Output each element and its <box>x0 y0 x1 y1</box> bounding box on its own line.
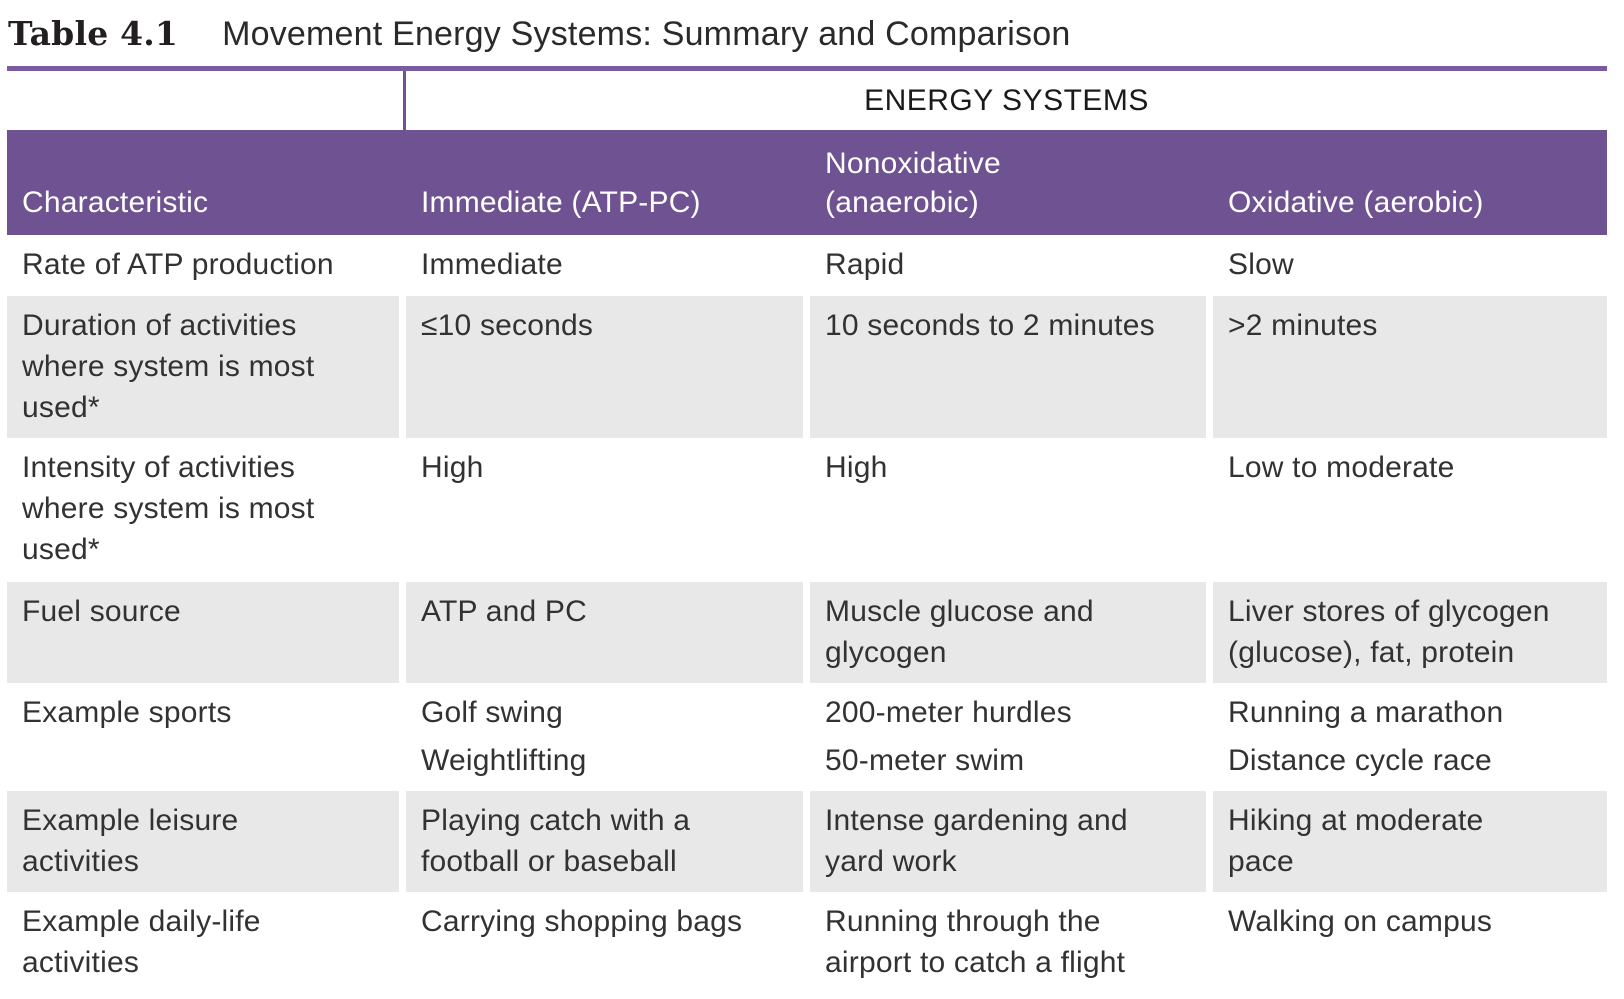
table-title: Table 4.1 Movement Energy Systems: Summa… <box>8 14 1070 54</box>
row-label-cell: Rate of ATP production <box>7 235 406 296</box>
group-header-label: ENERGY SYSTEMS <box>864 83 1149 117</box>
table-cell: Walking on campus <box>1228 905 1493 938</box>
table-cell: ≤10 seconds <box>406 296 810 438</box>
table-cell: Hiking at moderate pace <box>1213 791 1607 892</box>
table-row-rate-of-atp-production: Rate of ATP production Immediate Rapid S… <box>7 235 1607 296</box>
table-row-fuel-source: Fuel source ATP and PC Muscle glucose an… <box>7 582 1607 683</box>
row-label-cell: Intensity of activities where system is … <box>7 438 406 582</box>
top-rule <box>7 66 1607 71</box>
group-header-spacer <box>7 71 406 130</box>
table-row-example-sports: Example sports Golf swing Weightlifting 2… <box>7 683 1607 791</box>
table-cell: Liver stores of glycogen (glucose), fat,… <box>1213 582 1607 683</box>
row-label-cell: Example leisure activities <box>7 791 406 892</box>
table-row-example-leisure: Example leisure activities Playing catch… <box>7 791 1607 892</box>
table-cell: Low to moderate <box>1228 451 1455 484</box>
column-header-immediate: Immediate (ATP-PC) <box>421 186 701 219</box>
table-cell: ATP and PC <box>406 582 810 683</box>
table-cell: Muscle glucose and glycogen <box>810 582 1213 683</box>
column-header-row: Characteristic Immediate (ATP-PC) Nonoxi… <box>7 130 1607 235</box>
table-row-duration: Duration of activities where system is m… <box>7 296 1607 438</box>
table-cell: >2 minutes <box>1213 296 1607 438</box>
column-header-nonoxidative: Nonoxidative (anaerobic) <box>825 147 1001 219</box>
row-label-cell: Duration of activities where system is m… <box>7 296 406 438</box>
table-caption: Movement Energy Systems: Summary and Com… <box>222 15 1071 53</box>
table-row-example-daily-life: Example daily-life activities Carrying s… <box>7 892 1607 999</box>
energy-systems-table: ENERGY SYSTEMS Characteristic Immediate … <box>7 66 1607 999</box>
table-cell: 200-meter hurdles 50-meter swim <box>810 683 1213 791</box>
table-cell: High <box>406 438 810 582</box>
column-header-characteristic: Characteristic <box>22 186 209 219</box>
table-cell: High <box>810 438 1213 582</box>
table-cell: Playing catch with a football or basebal… <box>406 791 810 892</box>
table-cell: Immediate <box>406 235 810 296</box>
table-row-intensity: Intensity of activities where system is … <box>7 438 1607 582</box>
row-label-cell: Example sports <box>7 683 406 791</box>
column-header-oxidative: Oxidative (aerobic) <box>1228 186 1484 219</box>
table-cell: Slow <box>1228 248 1294 281</box>
table-cell: Rapid <box>810 235 1213 296</box>
table-cell: Running a marathon Distance cycle race <box>1228 696 1504 777</box>
table-cell: Intense gardening and yard work <box>810 791 1213 892</box>
row-label-cell: Fuel source <box>7 582 406 683</box>
table-cell: 10 seconds to 2 minutes <box>810 296 1213 438</box>
group-header-row: ENERGY SYSTEMS <box>7 71 1607 130</box>
table-number: Table 4.1 <box>8 14 179 53</box>
table-cell: Golf swing Weightlifting <box>406 683 810 791</box>
row-label-cell: Example daily-life activities <box>7 892 406 999</box>
table-cell: Carrying shopping bags <box>406 892 810 999</box>
table-cell: Running through the airport to catch a f… <box>810 892 1213 999</box>
